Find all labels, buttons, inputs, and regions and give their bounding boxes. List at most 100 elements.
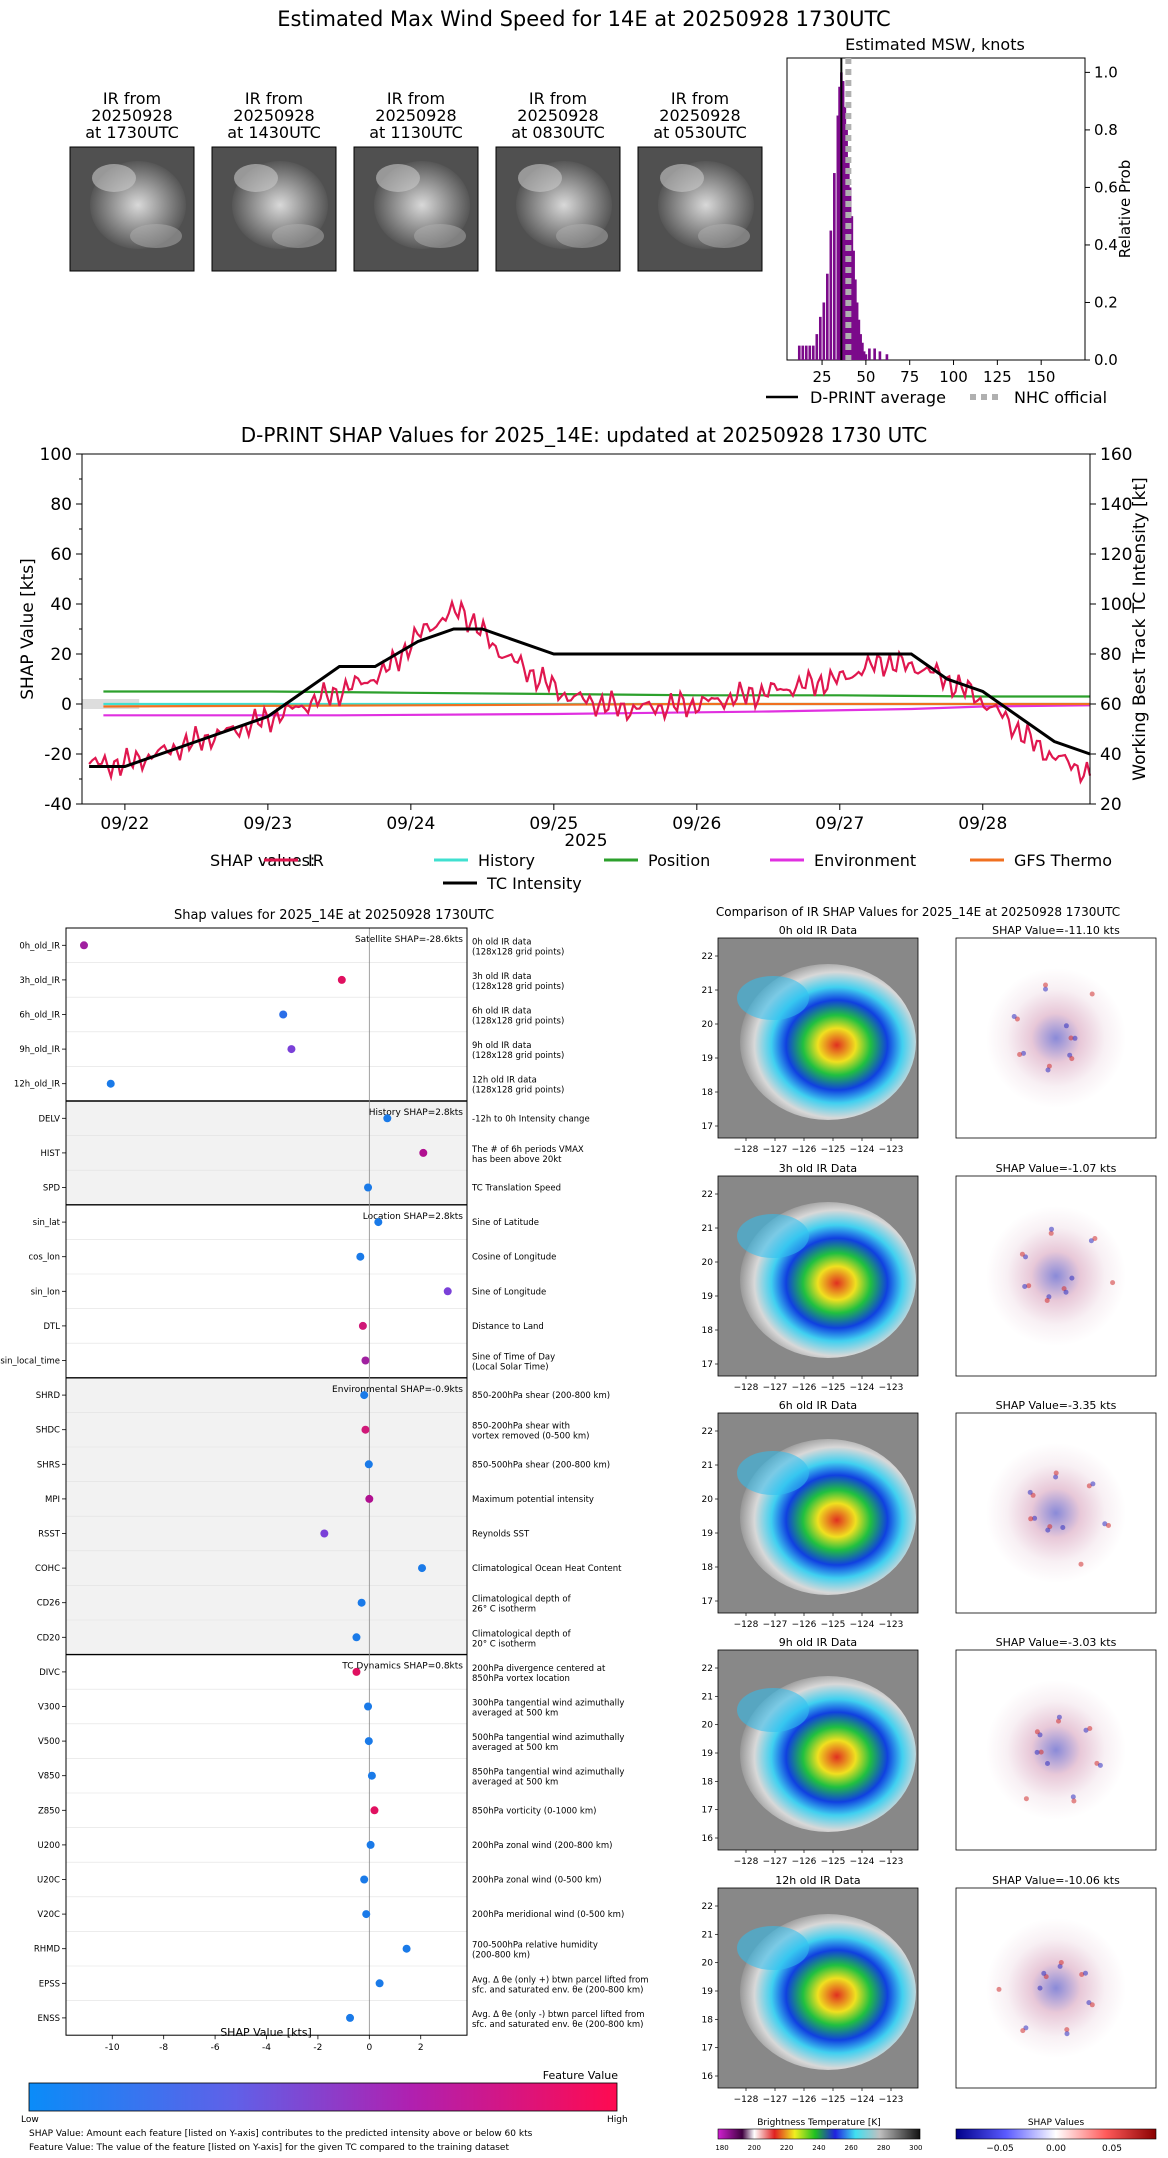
ts-xtick-label: 09/26: [672, 814, 721, 834]
ir-xtick-label: −128: [734, 1857, 759, 1867]
ir-xtick-label: −123: [879, 2095, 904, 2105]
shap-colorbar-title: SHAP Values: [1028, 2118, 1085, 2128]
histogram-bar: [808, 345, 812, 360]
shap-speckle: [1072, 1035, 1078, 1041]
shap-field: [986, 1443, 1126, 1583]
ir-ytick-label: 18: [702, 2015, 714, 2025]
thumb-label-line2: 20250928: [233, 106, 314, 125]
feature-description: 26° C isotherm: [472, 1605, 536, 1615]
ir-ytick-label: 17: [702, 1806, 713, 1816]
feature-xlabel: SHAP Value [kts]: [220, 2026, 312, 2039]
feature-shap-point: [360, 1391, 369, 1400]
ir-xtick-label: −123: [879, 1145, 904, 1155]
bt-tick-label: 200: [748, 2144, 761, 2152]
ir-panel-title: 12h old IR Data: [775, 1874, 860, 1887]
feature-group-background: [66, 1101, 467, 1205]
ts-y2tick-label: 40: [1100, 745, 1122, 765]
feature-shap-point: [360, 1875, 369, 1884]
feature-shap-point: [79, 941, 88, 950]
feature-description: Sine of Latitude: [472, 1218, 539, 1228]
cloud-band: [376, 164, 420, 192]
timeseries-frame: [81, 453, 1091, 805]
ir-panel-title: 0h old IR Data: [779, 924, 857, 937]
histogram-bar: [797, 345, 801, 360]
feature-description: averaged at 500 km: [472, 1709, 558, 1719]
feature-group-label: Location SHAP=2.8kts: [363, 1212, 464, 1222]
shap-speckle: [1027, 1489, 1033, 1495]
ir-xtick-label: −127: [763, 1145, 788, 1155]
ir-ytick-label: 17: [702, 1360, 713, 1370]
legend-label: History: [478, 851, 535, 870]
shap-speckle: [1064, 2027, 1070, 2033]
histogram-bar: [818, 316, 822, 360]
histogram-ytick-label: 0.2: [1094, 293, 1118, 311]
thumb-label-line2: 20250928: [659, 106, 740, 125]
histogram-bar: [841, 81, 845, 360]
shap-panel-title: SHAP Value=-1.07 kts: [996, 1162, 1117, 1175]
feature-shap-point: [443, 1287, 452, 1296]
feature-group-label: Environmental SHAP=-0.9kts: [332, 1385, 463, 1395]
legend-prefix: SHAP values:: [210, 851, 315, 870]
series-position: [103, 690, 1090, 698]
ir-xtick-label: −127: [763, 1857, 788, 1867]
feature-shap-point: [383, 1114, 392, 1123]
shap-speckle: [1068, 1035, 1074, 1041]
feature-xtick-label: -4: [262, 2043, 271, 2053]
feature-description: vortex removed (0-500 km): [472, 1432, 589, 1442]
feature-description: 20° C isotherm: [472, 1639, 536, 1649]
feature-name-label: 0h_old_IR: [19, 941, 60, 951]
ir-ytick-label: 21: [702, 1224, 713, 1234]
cloud-band: [414, 224, 466, 248]
feature-name-label: Z850: [38, 1806, 60, 1816]
bt-colorbar-title: Brightness Temperature [K]: [757, 2118, 881, 2128]
feature-description: 850hPa tangential wind azimuthally: [472, 1768, 624, 1778]
feature-shap-point: [418, 1564, 427, 1573]
histogram-bar: [836, 115, 840, 361]
feature-name-label: DIVC: [39, 1668, 60, 1678]
bt-tick-label: 300: [909, 2144, 922, 2152]
ir-ytick-label: 21: [702, 1692, 713, 1702]
ir-ytick-label: 17: [702, 1122, 713, 1132]
shap-speckle: [1023, 1796, 1029, 1802]
feature-description: averaged at 500 km: [472, 1743, 558, 1753]
feature-group-label: TC Dynamics SHAP=0.8kts: [341, 1662, 463, 1672]
thumb-label-line3: at 0530UTC: [653, 123, 747, 142]
cloud-band: [660, 164, 704, 192]
histogram-bar: [864, 354, 868, 360]
feature-name-label: cos_lon: [28, 1253, 60, 1263]
legend-label: IR: [308, 851, 324, 870]
shap-speckle: [1090, 1481, 1096, 1487]
ts-xtick-label: 09/25: [529, 814, 578, 834]
feature-description: Distance to Land: [472, 1322, 544, 1332]
shap-speckle: [1089, 991, 1095, 997]
feature-name-label: SHDC: [36, 1426, 60, 1436]
bt-colorbar: Brightness Temperature [K] 180 200 220 240 2…: [715, 2118, 922, 2152]
histogram-bar: [873, 348, 876, 360]
ir-xtick-label: −128: [734, 1620, 759, 1630]
ts-y2tick-label: 80: [1100, 645, 1122, 665]
feature-shap-point: [367, 1771, 376, 1780]
shap-frame: [955, 1175, 1157, 1377]
legend-nhc-label: NHC official: [1014, 388, 1107, 407]
ir-panel-title: 3h old IR Data: [779, 1162, 857, 1175]
feature-description: 850hPa vortex location: [472, 1674, 570, 1684]
ir-ytick-label: 21: [702, 986, 713, 996]
ts-y2tick-label: 140: [1100, 495, 1132, 515]
histogram-bar: [815, 334, 819, 360]
legend-label: Position: [648, 851, 710, 870]
ir-xtick-label: −126: [792, 1857, 817, 1867]
ir-frame: [717, 1175, 919, 1377]
feature-colorbar-low: Low: [21, 2115, 39, 2125]
ts-xtick-label: 09/28: [958, 814, 1007, 834]
ir-frame: [717, 1887, 919, 2089]
histogram-bar: [848, 187, 852, 360]
feature-name-label: EPSS: [39, 1979, 60, 1989]
timeseries-legend: SHAP values: IR History Position Environmen…: [210, 851, 1112, 893]
feature-shap-point: [358, 1321, 367, 1330]
ir-ytick-label: 18: [702, 1088, 714, 1098]
shap-panel-title: SHAP Value=-10.06 kts: [992, 1874, 1120, 1887]
feature-shap-point: [320, 1529, 329, 1538]
